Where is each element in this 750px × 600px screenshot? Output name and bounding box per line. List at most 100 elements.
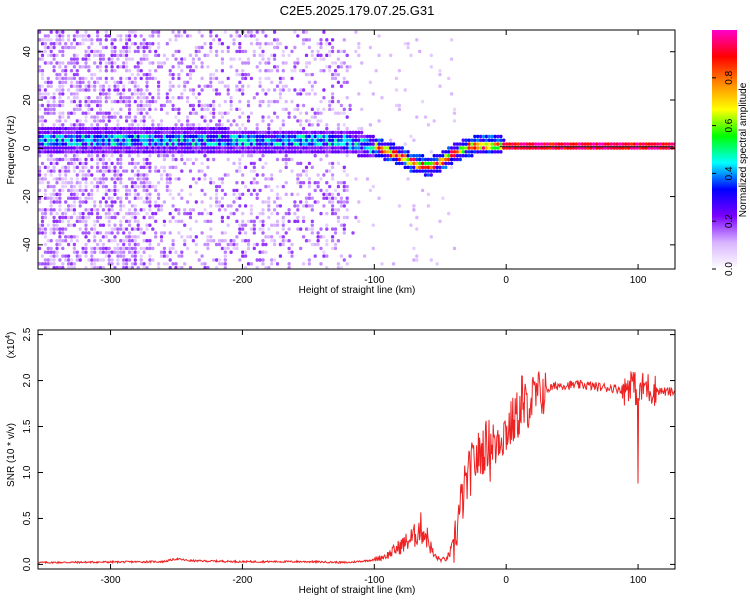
heat-cell [148, 204, 152, 208]
heat-cell [258, 76, 262, 81]
heat-cell [78, 80, 82, 84]
heat-cell [139, 196, 143, 200]
heat-cell [67, 219, 71, 223]
heat-cell [371, 246, 375, 251]
heat-cell [246, 72, 251, 77]
heat-cell [331, 72, 335, 77]
heat-cell [49, 53, 53, 57]
colorbar-tick-label: 0.0 [724, 262, 735, 276]
heat-cell [212, 142, 216, 146]
heat-cell [281, 223, 285, 227]
heat-cell [107, 239, 111, 243]
heat-cell [122, 150, 126, 154]
heat-cell [96, 30, 100, 34]
heat-cell [96, 123, 100, 127]
heat-cell [72, 53, 76, 57]
heat-cell [110, 38, 114, 42]
heat-cell [333, 231, 338, 235]
heat-cell [220, 49, 224, 54]
heat-cell [215, 69, 219, 73]
heat-cell [180, 57, 184, 61]
heat-cell [589, 142, 593, 146]
heat-cell [177, 142, 181, 146]
heat-cell [113, 115, 117, 119]
heat-cell [64, 181, 68, 185]
heat-cell [113, 246, 117, 251]
heat-cell [188, 123, 193, 127]
heat-cell [209, 111, 213, 115]
heat-cell [406, 177, 410, 181]
heat-cell [275, 138, 280, 142]
heat-cell [215, 184, 219, 189]
heat-cell [203, 142, 207, 146]
heat-cell [209, 84, 213, 88]
heat-cell [342, 188, 346, 193]
heat-cell [502, 138, 506, 142]
heat-cell [127, 192, 132, 196]
heat-cell [75, 177, 79, 181]
heat-cell [258, 188, 262, 193]
heat-cell [84, 65, 88, 69]
heat-cell [38, 231, 42, 235]
heat-cell [200, 115, 204, 119]
heat-cell [235, 246, 239, 251]
heat-cell [339, 103, 343, 108]
heat-cell [145, 96, 149, 100]
heat-cell [38, 169, 42, 173]
heat-cell [328, 130, 332, 135]
heat-cell [360, 142, 364, 146]
heat-cell [566, 142, 570, 146]
heat-cell [374, 154, 378, 158]
heat-cell [52, 111, 56, 115]
heat-cell [409, 223, 413, 227]
heat-cell [244, 61, 248, 65]
heat-cell [235, 181, 239, 185]
heat-cell [244, 72, 248, 77]
heat-cell [154, 138, 158, 142]
heat-cell [255, 30, 259, 34]
heat-cell [113, 184, 117, 189]
heat-cell [72, 92, 76, 96]
heat-cell [104, 211, 108, 216]
heat-cell [78, 42, 82, 46]
heat-cell [49, 169, 53, 173]
heat-cell [302, 103, 306, 108]
heat-cell [98, 53, 103, 57]
heat-cell [165, 173, 169, 177]
heat-cell [412, 165, 416, 169]
heat-cell [159, 150, 164, 154]
heat-cell [296, 215, 300, 220]
heat-cell [142, 57, 146, 61]
heat-cell [78, 181, 82, 185]
heat-cell [119, 99, 123, 104]
heat-cell [133, 181, 137, 185]
heat-cell [241, 134, 245, 139]
heat-cell [290, 157, 294, 162]
heat-cell [438, 84, 442, 88]
heat-cell [168, 72, 172, 77]
heat-cell [354, 130, 358, 135]
heat-cell [400, 154, 404, 158]
heat-cell [69, 239, 74, 243]
heat-cell [43, 192, 47, 196]
heat-cell [165, 96, 169, 100]
heat-cell [165, 130, 169, 135]
heat-cell [130, 211, 134, 216]
heat-cell [148, 142, 152, 146]
heat-cell [322, 235, 326, 239]
heat-cell [354, 215, 358, 220]
heat-cell [75, 196, 79, 200]
heat-cell [101, 250, 105, 254]
heat-cell [72, 192, 76, 196]
heat-cell [177, 84, 181, 88]
heat-cell [133, 161, 137, 166]
heat-cell [93, 53, 97, 57]
heat-cell [339, 254, 343, 258]
heat-cell [293, 134, 297, 139]
heat-cell [223, 258, 227, 262]
heat-cell [52, 215, 56, 220]
heat-cell [209, 204, 213, 208]
heat-cell [58, 84, 62, 88]
heat-cell [148, 239, 152, 243]
heat-cell [351, 150, 355, 154]
